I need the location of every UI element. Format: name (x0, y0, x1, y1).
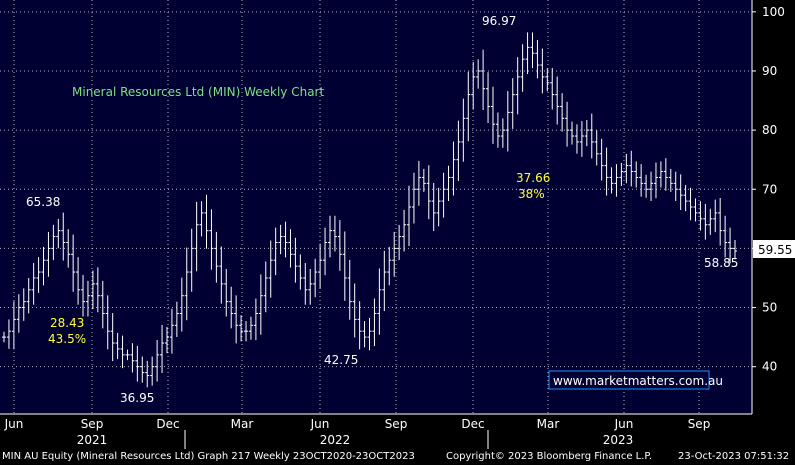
time-axis (0, 414, 795, 449)
y-tick-label: 100 (762, 5, 785, 19)
footer-copyright: Copyright© 2023 Bloomberg Finance L.P. (446, 451, 653, 462)
month-label: Dec (156, 417, 179, 431)
footer-timestamp: 23-Oct-2023 07:51:32 (678, 451, 790, 462)
annotation-gain-pct: 43.5% (48, 332, 86, 346)
annotation-low-2022: 42.75 (324, 353, 358, 367)
annotation-drop-pct: 38% (518, 187, 545, 201)
year-label: 2021 (77, 433, 108, 447)
y-tick-label: 90 (762, 64, 777, 78)
plot-area (0, 0, 752, 414)
y-tick-label: 80 (762, 123, 777, 137)
footer-security-info: MIN AU Equity (Mineral Resources Ltd) Gr… (2, 451, 415, 462)
y-tick-label: 50 (762, 301, 777, 315)
month-label: Sep (81, 417, 104, 431)
website-link-text[interactable]: www.marketmatters.com.au (553, 374, 723, 388)
month-label: Jun (310, 417, 330, 431)
month-label: Jun (614, 417, 634, 431)
annotation-high-2021: 65.38 (26, 195, 60, 209)
year-label: 2022 (320, 433, 351, 447)
annotation-drop-value: 37.66 (516, 171, 550, 185)
last-price-tag (753, 240, 795, 258)
price-chart: 405060708090100 JunSepDecMarJunSepDecMar… (0, 0, 795, 449)
price-axis (752, 0, 795, 414)
month-label: Sep (688, 417, 711, 431)
footer-bar: MIN AU Equity (Mineral Resources Ltd) Gr… (0, 449, 795, 465)
annotation-last-low: 58.85 (704, 256, 738, 270)
annotation-gain-value: 28.43 (50, 316, 84, 330)
website-link-box[interactable] (548, 370, 710, 390)
annotation-low-2021: 36.95 (120, 391, 154, 405)
month-label: Sep (385, 417, 408, 431)
ohlc-bars (2, 32, 737, 388)
grid-lines (0, 0, 756, 414)
month-label: Mar (231, 417, 254, 431)
month-label: Jun (4, 417, 24, 431)
y-tick-label: 40 (762, 360, 777, 374)
last-price-label: 59.55 (758, 243, 792, 257)
year-label: 2023 (603, 433, 634, 447)
month-label: Dec (461, 417, 484, 431)
y-tick-label: 70 (762, 182, 777, 196)
x-tick-labels: Jun Sep Dec Mar Jun Sep Dec Mar Jun Sep 2021 2022 20… (4, 417, 711, 449)
chart-title: Mineral Resources Ltd (MIN) Weekly Chart (72, 85, 324, 99)
annotation-high-2023: 96.97 (482, 14, 516, 28)
month-label: Mar (537, 417, 560, 431)
